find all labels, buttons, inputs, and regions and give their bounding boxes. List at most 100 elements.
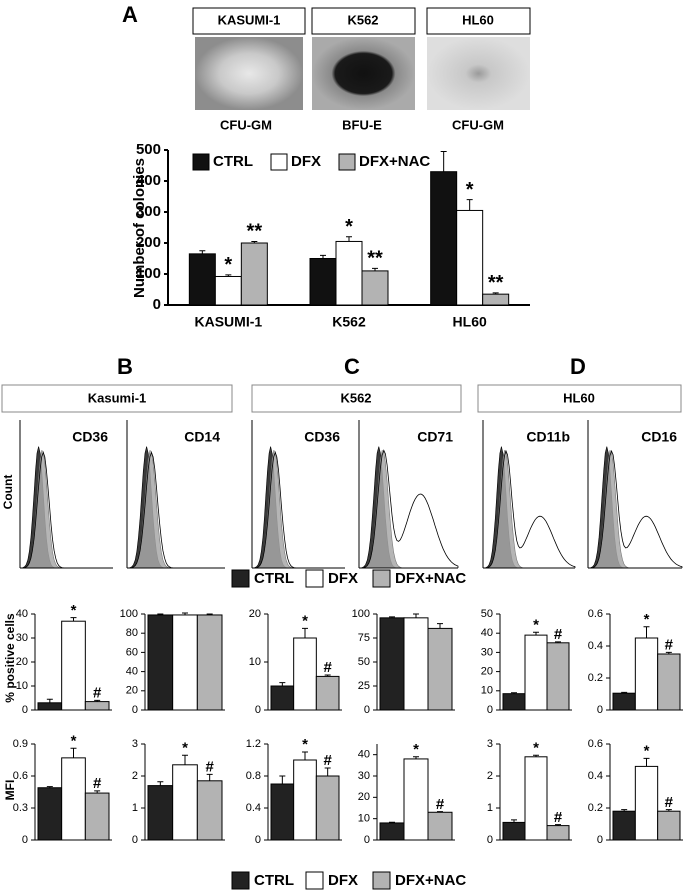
image-label: HL60 (462, 12, 494, 27)
error-bar (492, 292, 499, 295)
y-tick-label: 0.4 (588, 770, 603, 782)
image-label-box (311, 7, 416, 35)
y-tick-label: 0 (132, 704, 138, 716)
y-tick-label: 100 (352, 608, 370, 620)
y-tick-label: 40 (481, 627, 493, 639)
y-tick-label: 20 (16, 656, 28, 668)
annotation: * (644, 743, 650, 760)
y-tick-label: 3 (487, 738, 493, 750)
image-label: K562 (347, 12, 378, 27)
legend-label: CTRL (213, 153, 253, 170)
y-tick-label: 30 (16, 632, 28, 644)
legend-label: DFX+NAC (395, 570, 466, 587)
bar (403, 758, 429, 841)
y-tick-label: 30 (358, 770, 370, 782)
histogram-dfx (358, 449, 459, 569)
legend-swatch (192, 153, 210, 171)
marker-label: CD14 (184, 429, 220, 445)
y-tick-label: 40 (126, 666, 138, 678)
group-label: Kasumi-1 (88, 390, 147, 405)
error-bar (440, 151, 447, 172)
y-tick-label: 0 (487, 704, 493, 716)
image-caption: CFU-GM (452, 117, 504, 132)
bar (315, 675, 340, 711)
histogram-dfx (587, 449, 683, 569)
annotation: # (323, 752, 332, 769)
bar (657, 653, 681, 711)
bar (379, 822, 405, 841)
y-tick-label: 2 (132, 770, 138, 782)
image-label-box (192, 7, 306, 35)
error-bar (251, 240, 258, 243)
error-bar (199, 250, 206, 254)
error-bar (346, 236, 352, 242)
bar (270, 685, 295, 711)
group-box (1, 384, 233, 413)
y-tick-label: 0 (153, 296, 161, 313)
error-bar (389, 821, 395, 823)
bar (524, 756, 548, 841)
annotation: * (533, 739, 539, 756)
error-bar (533, 631, 539, 636)
bar (147, 785, 174, 841)
bar (37, 702, 63, 711)
y-tick-label: 10 (358, 813, 370, 825)
bar (634, 765, 659, 841)
colony-image (195, 37, 303, 110)
annotation: * (644, 611, 650, 628)
error-bar (182, 754, 188, 765)
y-tick-label: 0 (255, 834, 261, 846)
legend-label: CTRL (254, 570, 294, 587)
bar (403, 617, 429, 711)
error-bar (324, 674, 331, 677)
annotation: * (71, 602, 77, 619)
error-bar (466, 199, 473, 211)
bar (293, 759, 317, 841)
error-bar (643, 757, 650, 767)
error-bar (46, 698, 53, 703)
error-bar (225, 274, 232, 277)
annotation: # (205, 759, 214, 776)
error-bar (511, 692, 517, 694)
legend-swatch (338, 153, 356, 171)
bar (61, 757, 86, 841)
y-tick-label: 2 (487, 770, 493, 782)
annotation: # (665, 637, 674, 654)
error-bar (372, 267, 378, 271)
y-tick-label: 25 (358, 680, 370, 692)
error-bar (279, 775, 286, 784)
bar (546, 825, 570, 841)
marker-label: CD36 (72, 429, 108, 445)
error-bar (437, 811, 443, 813)
bar (188, 253, 216, 306)
error-bar (621, 691, 628, 694)
annotation: # (93, 775, 102, 792)
bar (293, 637, 317, 711)
y-tick-label: 0 (597, 834, 603, 846)
legend-label: CTRL (254, 872, 294, 889)
image-caption: CFU-GM (220, 117, 272, 132)
image-label-box (426, 7, 531, 35)
error-bar (555, 641, 561, 643)
panel-label: B (117, 354, 133, 379)
error-bar (46, 786, 53, 788)
group-box (477, 384, 682, 413)
annotation: # (93, 685, 102, 702)
legend-label: DFX (291, 153, 321, 170)
axis-label: Count (1, 475, 15, 510)
panel-label: D (570, 354, 586, 379)
bar (502, 693, 526, 711)
y-tick-label: 10 (16, 680, 28, 692)
bar (37, 787, 63, 841)
bar (335, 240, 363, 306)
error-bar (157, 613, 164, 615)
y-tick-label: 0.4 (588, 640, 603, 652)
axis-label: MFI (3, 780, 17, 801)
error-bar (621, 809, 628, 812)
annotation: # (554, 809, 563, 826)
bar (61, 620, 86, 711)
colony-image (427, 37, 530, 110)
y-tick-label: 0.3 (13, 802, 28, 814)
error-bar (70, 747, 77, 758)
